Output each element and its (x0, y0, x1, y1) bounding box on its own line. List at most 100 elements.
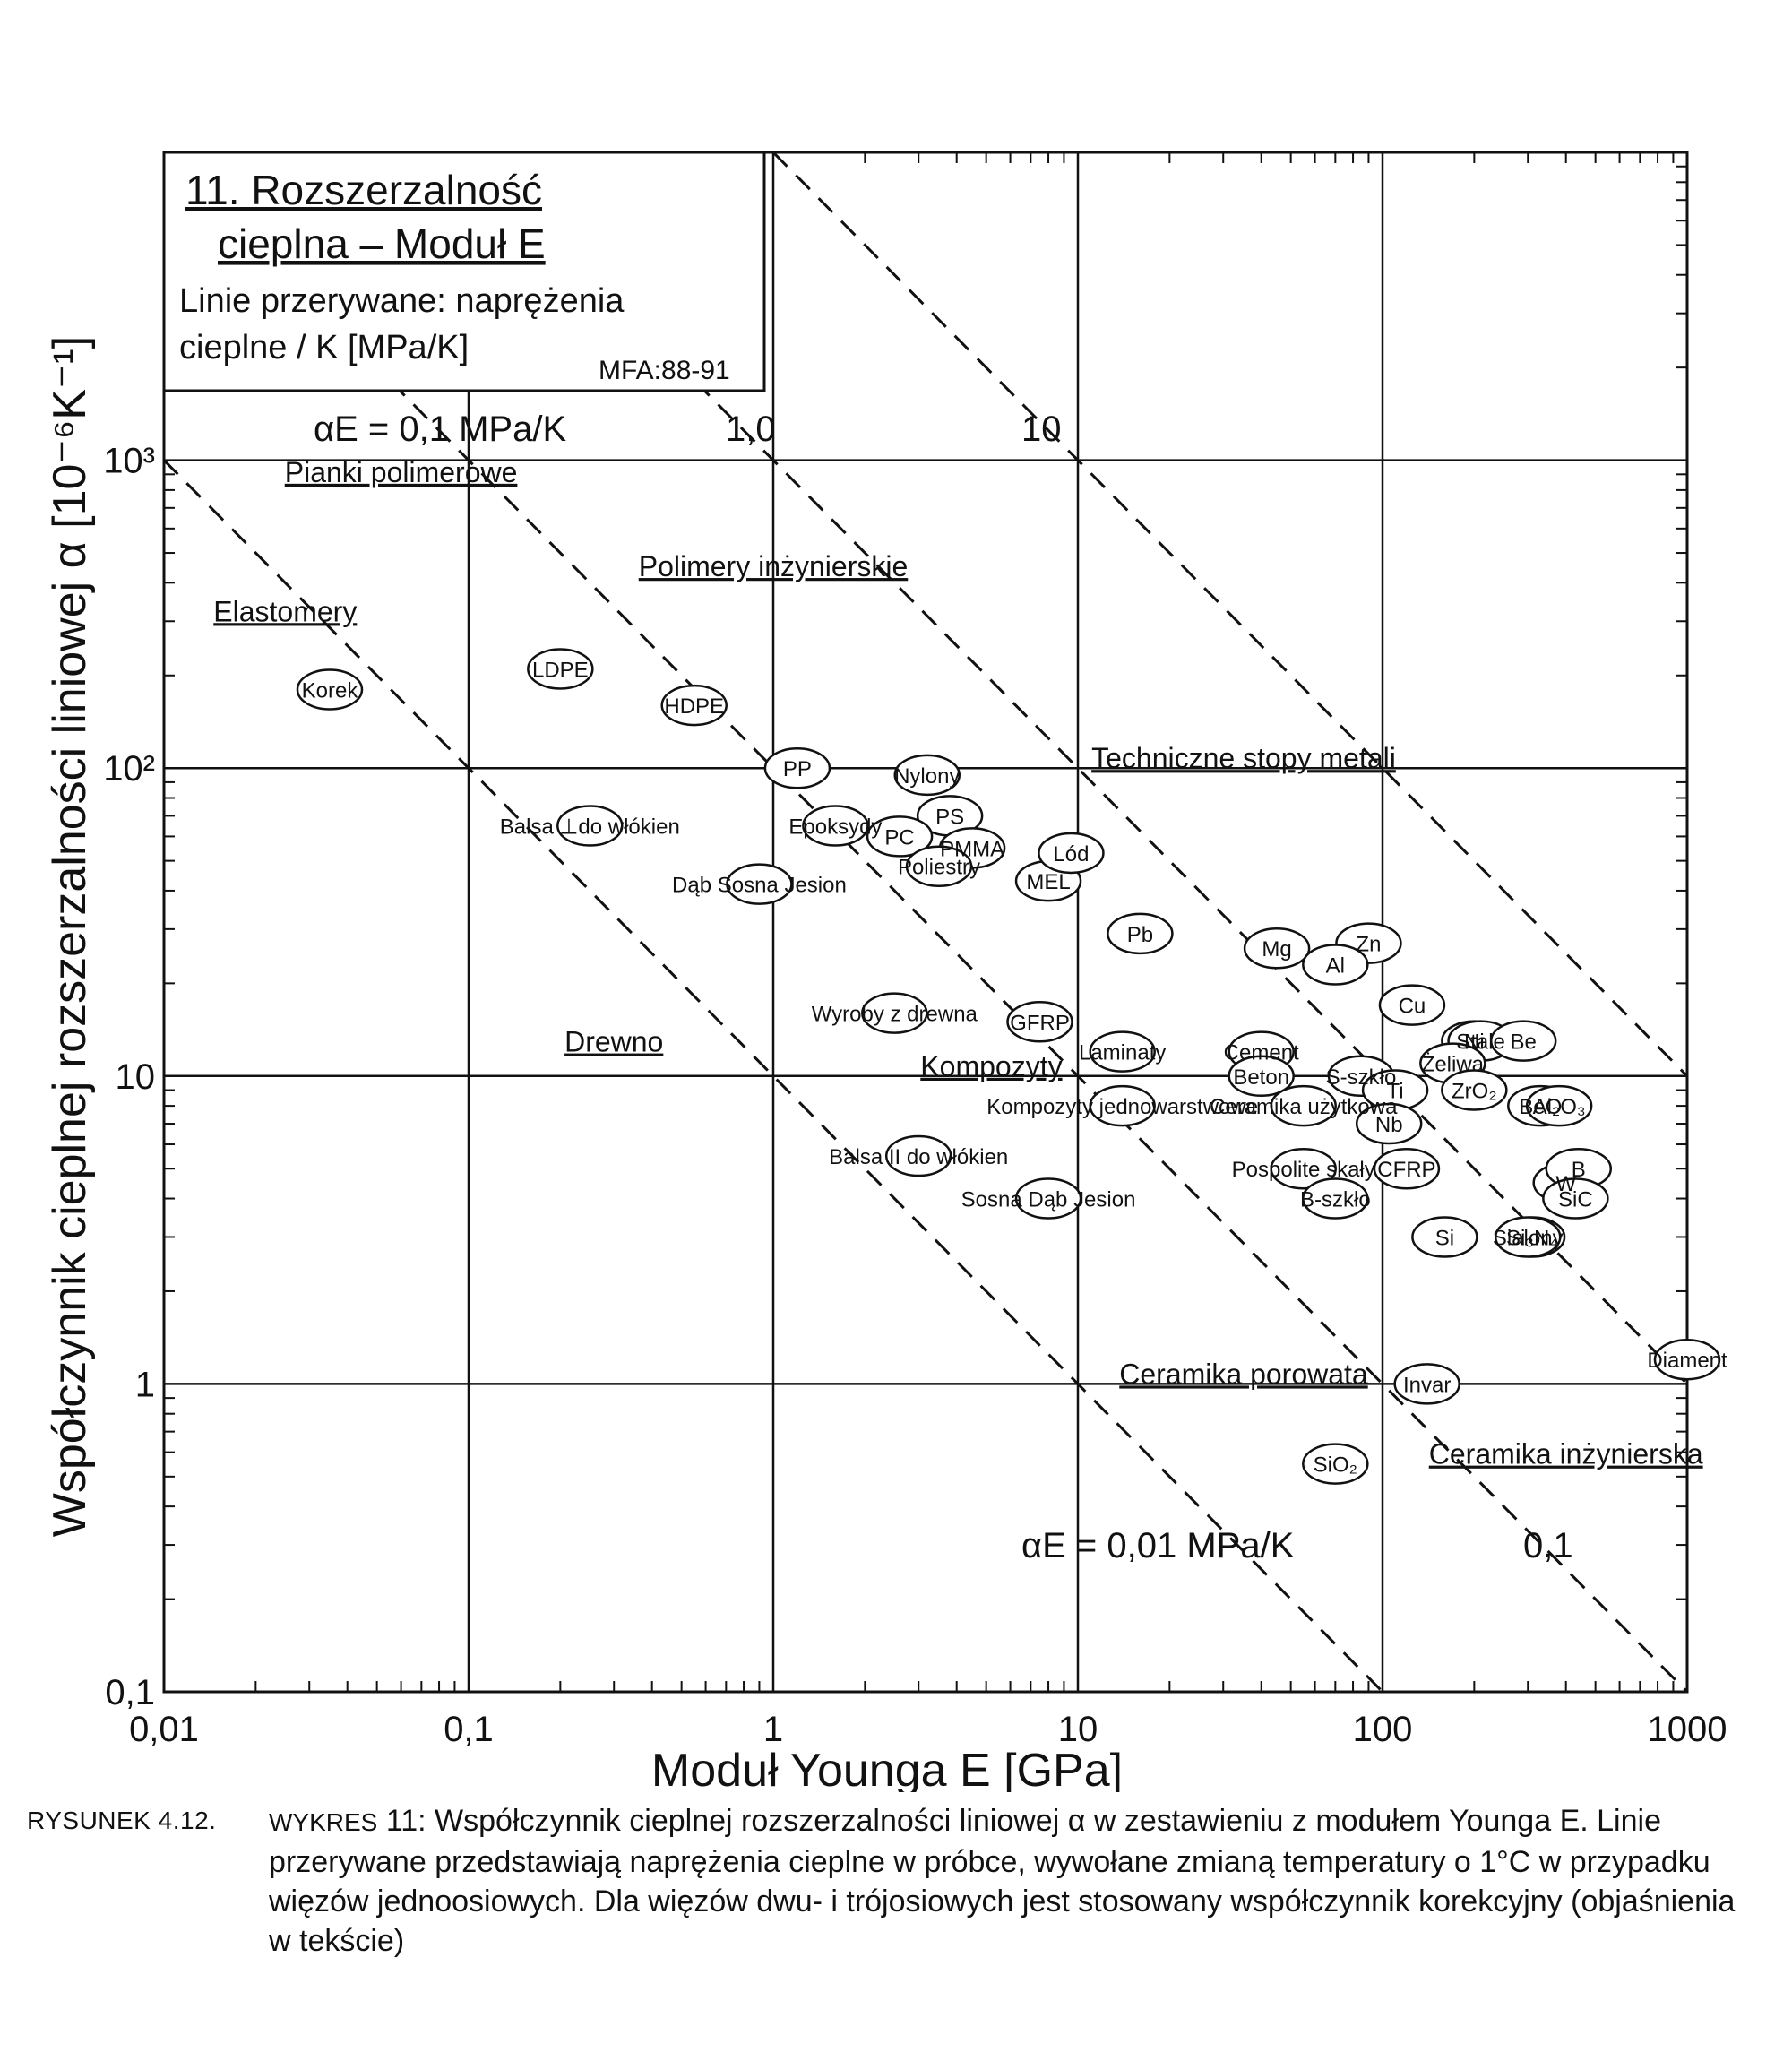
material-label: SiC (1558, 1188, 1593, 1212)
material-label: Mg (1262, 937, 1291, 962)
material-point (726, 863, 793, 905)
material-point (861, 992, 928, 1034)
caption-prefix: WYKRES (269, 1808, 378, 1836)
family-label: Ceramika inżynierska (1429, 1438, 1703, 1470)
material-label: Diament (1647, 1349, 1727, 1373)
chart-subtitle-line1: Linie przerywane: naprężenia (179, 282, 625, 320)
material-point (1393, 1363, 1460, 1405)
material-regions (296, 648, 1721, 1485)
y-tick-label: 10² (103, 749, 155, 789)
chart: 11. Rozszerzalność cieplna – Moduł E Lin… (44, 151, 1727, 1792)
material-label: Cu (1399, 995, 1426, 1019)
material-point (1270, 1084, 1337, 1127)
family-label: Ceramika porowata (1119, 1358, 1368, 1390)
material-point (1373, 1147, 1441, 1190)
guide-label-10: 10 (1021, 410, 1062, 449)
x-tick-label: 1 (763, 1710, 783, 1749)
material-point (1089, 1030, 1156, 1073)
chart-title-line1: 11. Rozszerzalność (185, 167, 542, 213)
material-label: Laminaty (1079, 1041, 1166, 1065)
material-point (802, 805, 869, 847)
y-axis-title: Współczynnik cieplnej rozszerzalności li… (44, 336, 96, 1537)
guide-label-1.0: 1,0 (726, 410, 776, 449)
material-point (1411, 1216, 1478, 1258)
y-tick-label: 0,1 (105, 1673, 155, 1712)
guide-line (162, 151, 1689, 1694)
material-label: CFRP (1377, 1158, 1435, 1182)
material-label: B-szkło (1300, 1188, 1371, 1212)
material-label: Al (1326, 954, 1345, 979)
material-point (763, 746, 831, 789)
guide-label-0.1: αE = 0,1 MPa/K (314, 410, 566, 449)
material-label: Al₂O₃ (1533, 1095, 1586, 1119)
material-label: MEL (1026, 870, 1070, 894)
material-label: Wyroby z drewna (812, 1003, 978, 1027)
material-label: Sialony (1493, 1226, 1564, 1250)
x-tick-label: 100 (1353, 1710, 1413, 1749)
chart-subtitle-line2: cieplne / K [MPa/K] (179, 329, 469, 366)
material-label: Be (1511, 1030, 1537, 1055)
material-label: Nb (1375, 1113, 1403, 1137)
material-label: Dąb Sosna Jesion (672, 874, 847, 898)
material-label: Invar (1403, 1373, 1451, 1397)
material-label: Żeliwa (1422, 1053, 1485, 1077)
material-point (1014, 1177, 1082, 1220)
x-tick-label: 0,1 (444, 1710, 494, 1749)
material-point (1542, 1177, 1609, 1220)
x-axis-title: Moduł Younga E [GPa] (651, 1745, 1123, 1792)
caption-body: WYKRES 11: Współczynnik cieplnej rozszer… (269, 1801, 1756, 1961)
material-point (1302, 944, 1369, 986)
guide-lines (162, 151, 1689, 1694)
material-point (1489, 1020, 1557, 1062)
material-point (884, 1134, 952, 1177)
material-point (1378, 984, 1446, 1026)
material-label: B (1572, 1158, 1586, 1182)
material-point (1038, 832, 1105, 875)
material-label: Nylony (894, 764, 960, 789)
material-label: ZrO₂ (1452, 1080, 1497, 1104)
material-point (527, 648, 594, 690)
material-label: PP (783, 757, 812, 781)
material-label: GFRP (1010, 1011, 1070, 1035)
material-label: Kompozyty jednowarstwowe (986, 1095, 1258, 1119)
material-label: PS (935, 805, 964, 829)
material-label: W (1555, 1172, 1576, 1196)
material-label: PMMA (940, 837, 1004, 861)
material-point (1302, 1443, 1369, 1485)
material-label: Poliestry (898, 856, 980, 880)
material-label: Stale (1456, 1030, 1505, 1055)
caption-text: 11: Współczynnik cieplnej rozszerzalnośc… (269, 1804, 1736, 1958)
material-point (1006, 1001, 1073, 1043)
x-tick-label: 10 (1058, 1710, 1098, 1749)
y-tick-label: 10 (116, 1057, 156, 1097)
source-code: MFA:88-91 (599, 356, 730, 385)
material-point (866, 815, 934, 858)
family-label: Kompozyty (920, 1050, 1062, 1082)
material-label: PC (884, 825, 914, 849)
material-label: Ti (1387, 1080, 1404, 1104)
material-point (1243, 927, 1311, 970)
y-tick-label: 1 (135, 1365, 155, 1404)
family-label: Polimery inżynierskie (639, 550, 909, 582)
material-label: Cement (1224, 1041, 1299, 1065)
material-label: HDPE (664, 694, 724, 719)
chart-title-line2: cieplna – Moduł E (218, 220, 546, 267)
material-label: BeO (1519, 1095, 1562, 1119)
material-label: Sosna Dąb Jesion (961, 1188, 1136, 1212)
material-label: Beton (1233, 1065, 1289, 1090)
material-point (1270, 1147, 1337, 1190)
material-point (556, 805, 624, 847)
material-label: Ni (1464, 1030, 1485, 1055)
guide-label-0.1-bottom: 0,1 (1523, 1526, 1573, 1565)
material-label: S-szkło (1326, 1065, 1397, 1090)
material-point (893, 754, 961, 797)
material-label: Si₃N₄ (1506, 1226, 1558, 1250)
x-tick-label: 1000 (1648, 1710, 1727, 1749)
x-tick-label: 0,01 (129, 1710, 199, 1749)
material-point (905, 845, 973, 887)
material-label: Balsa II do włókien (829, 1145, 1008, 1169)
material-label: Ceramika użytkowa (1210, 1095, 1398, 1119)
guide-line (771, 151, 1689, 1077)
material-label: Pospolite skały (1232, 1158, 1375, 1182)
material-label: Pb (1127, 923, 1153, 947)
